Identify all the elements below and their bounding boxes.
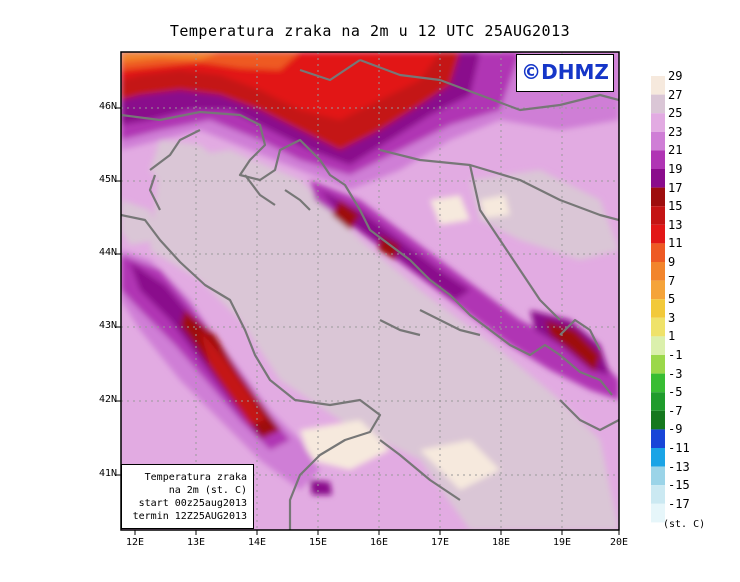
- legend-swatch: [651, 113, 665, 132]
- map-title: Temperatura zraka na 2m u 12 UTC 25AUG20…: [169, 22, 571, 40]
- lon-label-18e: 18E: [491, 537, 511, 548]
- legend-swatch: [651, 169, 665, 188]
- legend-swatch: [651, 485, 665, 504]
- lon-label-19e: 19E: [552, 537, 572, 548]
- legend-label: 25: [668, 106, 683, 121]
- legend-colorbar: [651, 76, 665, 523]
- info-line-4: termin 12Z25AUG2013: [132, 511, 247, 522]
- lat-label-46n: 46N: [98, 101, 117, 112]
- legend-label: -15: [668, 478, 690, 493]
- legend-swatch: [651, 243, 665, 262]
- legend-label: -3: [668, 366, 683, 381]
- legend-swatch: [651, 336, 665, 355]
- legend-swatch: [651, 355, 665, 374]
- legend-label: -9: [668, 422, 683, 437]
- lat-label-45n: 45N: [98, 174, 117, 185]
- legend-swatch: [651, 299, 665, 318]
- lon-label-15e: 15E: [308, 537, 328, 548]
- legend-label: 21: [668, 143, 683, 158]
- lon-label-17e: 17E: [430, 537, 450, 548]
- lat-label-42n: 42N: [98, 394, 117, 405]
- lon-label-13e: 13E: [186, 537, 206, 548]
- legend-swatch: [651, 373, 665, 393]
- dhmz-logo: ©DHMZ: [516, 54, 614, 92]
- legend-swatch: [651, 187, 665, 207]
- info-line-1: Temperatura zraka: [144, 472, 247, 483]
- lon-label-20e: 20E: [609, 537, 629, 548]
- legend-label: 17: [668, 180, 683, 195]
- legend-label: -13: [668, 459, 690, 474]
- legend-swatch: [651, 466, 665, 486]
- legend-swatch: [651, 448, 665, 467]
- legend-label: 9: [668, 255, 676, 269]
- legend-label: 23: [668, 124, 683, 139]
- lat-label-44n: 44N: [98, 247, 117, 258]
- legend-label: 1: [668, 329, 676, 344]
- legend-swatch: [651, 503, 665, 523]
- lon-label-16e: 16E: [369, 537, 389, 548]
- legend-label: 11: [668, 236, 683, 251]
- map-frame: [120, 51, 620, 531]
- lat-label-43n: 43N: [98, 320, 117, 331]
- legend-swatch: [651, 206, 665, 225]
- coastlines: [121, 58, 619, 530]
- info-line-2: na 2m (st. C): [168, 485, 247, 496]
- legend-label: 13: [668, 217, 683, 232]
- legend-label: -1: [668, 348, 683, 362]
- legend-swatch: [651, 224, 665, 244]
- legend-swatch: [651, 76, 665, 95]
- temperature-field: [121, 52, 619, 530]
- lon-label-14e: 14E: [247, 537, 267, 548]
- legend-swatch: [651, 131, 665, 151]
- legend-swatch: [651, 150, 665, 169]
- legend-label: 5: [668, 292, 676, 307]
- lon-label-12e: 12E: [125, 537, 145, 548]
- legend-swatch: [651, 392, 665, 411]
- legend-label: -5: [668, 385, 683, 400]
- info-box: Temperatura zraka na 2m (st. C) start 00…: [121, 464, 254, 529]
- legend-label: 7: [668, 273, 676, 288]
- info-line-3: start 00z25aug2013: [138, 498, 247, 509]
- legend-unit: (st. C): [663, 519, 706, 530]
- lat-label-41n: 41N: [98, 468, 117, 479]
- legend-swatch: [651, 429, 665, 448]
- legend-swatch: [651, 317, 665, 337]
- legend-label: 29: [668, 69, 683, 83]
- legend-label: -17: [668, 496, 690, 511]
- legend-label: 19: [668, 162, 683, 176]
- legend-swatch: [651, 410, 665, 430]
- legend-swatch: [651, 280, 665, 300]
- legend-label: -11: [668, 441, 690, 455]
- legend-label: 27: [668, 87, 683, 102]
- legend-swatch: [651, 94, 665, 114]
- legend-swatch: [651, 262, 665, 281]
- legend-label: 3: [668, 310, 676, 325]
- legend-label: 15: [668, 199, 683, 214]
- legend-label: -7: [668, 403, 683, 418]
